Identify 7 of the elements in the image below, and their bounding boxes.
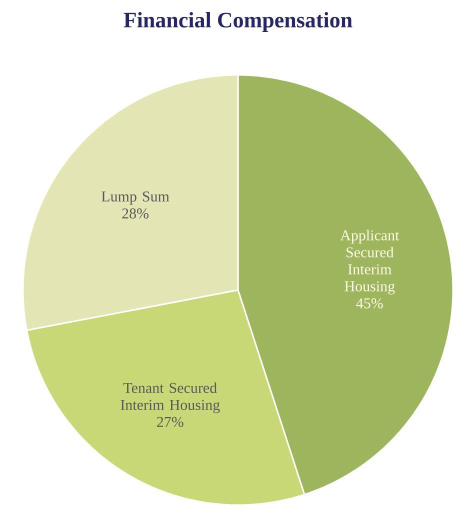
data-label: 45% bbox=[356, 298, 383, 308]
slice-label: Tenant Secured Interim Housing bbox=[120, 382, 220, 414]
slice-label: Applicant Secured Interim Housing bbox=[340, 230, 400, 294]
chart-title: Financial Compensation bbox=[124, 12, 352, 32]
slice-label: Lump Sum bbox=[102, 191, 170, 205]
data-label: 27% bbox=[157, 416, 184, 428]
data-label: 28% bbox=[122, 208, 149, 219]
